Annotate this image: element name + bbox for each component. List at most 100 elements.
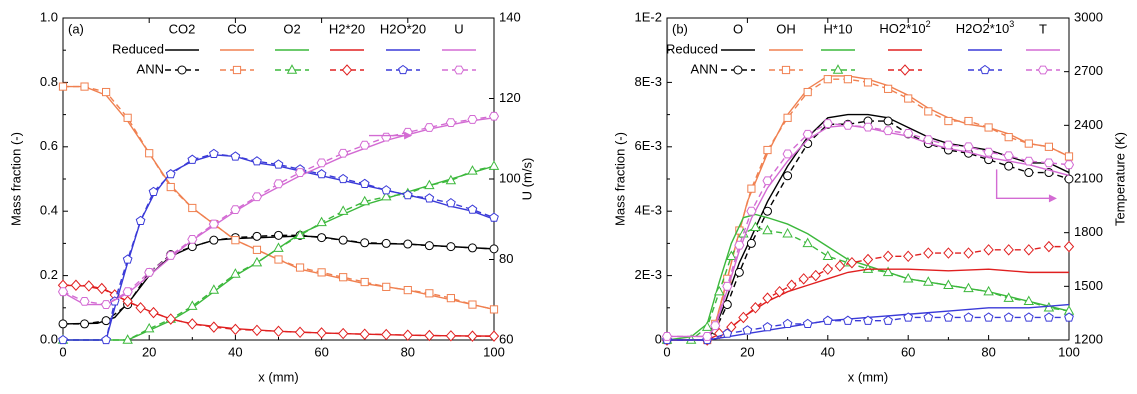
data-point xyxy=(1023,244,1034,256)
data-point xyxy=(883,315,893,325)
data-point xyxy=(489,244,499,254)
data-point xyxy=(1003,244,1014,256)
data-point xyxy=(79,296,90,306)
data-point xyxy=(337,327,349,340)
data-point xyxy=(882,266,894,277)
data-point xyxy=(843,315,853,325)
legend-series-name: HO2*102 xyxy=(879,19,930,36)
data-point xyxy=(846,256,858,269)
data-point xyxy=(862,253,874,266)
data-point xyxy=(722,281,733,291)
y2-tick-label: 60 xyxy=(499,331,513,346)
data-point xyxy=(273,242,284,252)
x-tick-label: 40 xyxy=(228,344,242,359)
legend-marker xyxy=(398,64,408,75)
data-point xyxy=(782,227,793,238)
data-point xyxy=(1063,240,1075,253)
data-point xyxy=(143,322,155,333)
data-point xyxy=(316,158,327,168)
data-point xyxy=(360,277,369,287)
data-point xyxy=(783,113,792,122)
data-point xyxy=(230,205,241,214)
data-point xyxy=(294,326,306,339)
data-point xyxy=(359,140,370,150)
data-point xyxy=(943,140,954,150)
data-point xyxy=(446,242,456,252)
y-tick-label: 8E-3 xyxy=(635,74,662,89)
data-point xyxy=(381,132,392,142)
data-point xyxy=(424,329,435,342)
y-tick-label: 0 xyxy=(655,331,662,346)
data-point xyxy=(923,276,934,286)
data-point xyxy=(964,116,973,126)
data-point xyxy=(251,256,263,267)
data-point xyxy=(786,279,797,292)
data-point xyxy=(316,216,327,227)
data-point xyxy=(467,330,478,342)
legend-marker xyxy=(781,65,791,75)
data-point xyxy=(746,238,756,248)
data-point xyxy=(381,238,391,248)
data-point xyxy=(701,321,713,331)
data-point xyxy=(762,292,773,304)
data-point xyxy=(122,295,133,308)
data-point xyxy=(403,239,413,249)
data-point xyxy=(230,151,241,161)
data-point xyxy=(359,178,370,188)
data-point xyxy=(710,321,721,331)
data-point xyxy=(923,247,934,259)
data-point xyxy=(774,285,785,298)
x-tick-label: 0 xyxy=(59,344,66,359)
data-point xyxy=(904,94,913,103)
data-point xyxy=(823,75,832,84)
y2-tick-label: 1500 xyxy=(1074,278,1103,293)
data-point xyxy=(798,273,809,285)
data-point xyxy=(467,204,478,214)
data-point xyxy=(57,287,69,297)
x-tick-label: 0 xyxy=(663,344,670,359)
data-point xyxy=(187,318,198,330)
data-point xyxy=(273,325,284,338)
data-point xyxy=(424,241,434,251)
y2-tick-label: 2700 xyxy=(1074,63,1103,78)
data-point xyxy=(983,244,994,256)
data-point xyxy=(702,332,713,341)
y2-tick-label: 2400 xyxy=(1074,117,1103,132)
data-point xyxy=(883,126,894,136)
y2-axis-title: Temperature (K) xyxy=(1112,132,1127,226)
data-point xyxy=(722,328,733,338)
legend-marker xyxy=(177,65,187,75)
data-point xyxy=(923,312,934,322)
data-point xyxy=(782,318,793,329)
data-point xyxy=(274,230,283,240)
data-point xyxy=(359,328,370,340)
data-point xyxy=(403,285,412,295)
data-point xyxy=(983,147,994,157)
data-point xyxy=(842,120,853,130)
y2-tick-label: 80 xyxy=(499,251,513,266)
data-point xyxy=(943,247,954,259)
data-point xyxy=(101,300,112,309)
legend-marker xyxy=(286,64,298,74)
data-point xyxy=(1023,312,1034,322)
data-point xyxy=(963,312,974,322)
data-point xyxy=(295,263,305,272)
data-point xyxy=(338,148,349,158)
data-point xyxy=(338,235,348,245)
data-point xyxy=(135,302,146,314)
x-tick-label: 40 xyxy=(821,344,835,359)
y-axis-title: Mass fraction (-) xyxy=(612,132,627,226)
panel-label: (b) xyxy=(672,21,688,36)
data-point xyxy=(862,122,874,132)
data-point xyxy=(101,316,111,326)
data-point xyxy=(187,242,197,252)
data-point xyxy=(1023,295,1035,306)
data-point xyxy=(274,255,283,264)
data-point xyxy=(488,330,500,342)
data-point xyxy=(166,182,175,192)
panel-a: 0 20 40 60 80 100 0.0 0.2 0.4 0.6 0.8 1.0 60 80 100 120… xyxy=(8,9,534,384)
legend-series-name: CO2 xyxy=(169,21,196,36)
data-point xyxy=(489,305,499,314)
data-point xyxy=(122,254,133,264)
